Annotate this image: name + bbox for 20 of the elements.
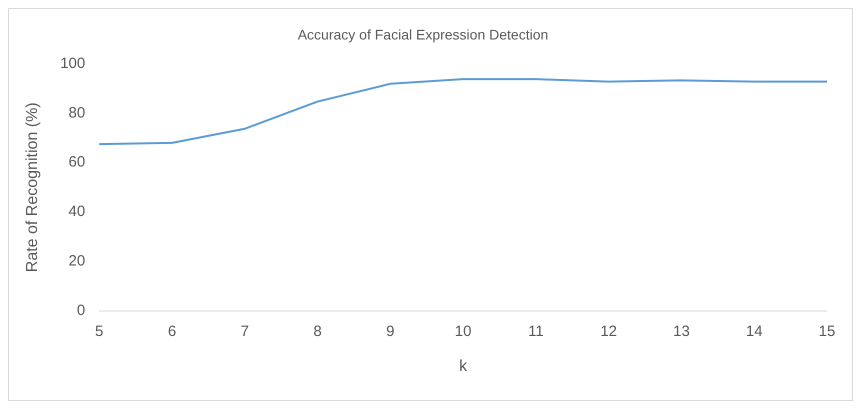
x-tick-label: 8 (313, 322, 322, 340)
x-tick-label: 6 (168, 322, 176, 340)
x-tick-label: 10 (454, 322, 472, 340)
y-tick-label: 80 (68, 104, 86, 122)
y-axis-title: Rate of Recognition (%) (24, 102, 42, 272)
x-tick-label: 13 (673, 322, 690, 340)
y-tick-label: 20 (68, 252, 86, 270)
x-axis-title: k (459, 358, 468, 375)
x-tick-label: 14 (746, 322, 763, 340)
x-tick-label: 5 (95, 322, 104, 340)
x-tick-label: 12 (600, 322, 618, 340)
y-tick-label: 40 (68, 203, 86, 220)
y-tick-label: 60 (68, 154, 86, 171)
y-tick-label: 100 (60, 54, 86, 72)
y-tick-label: 0 (76, 302, 86, 319)
chart-title: Accuracy of Facial Expression Detection (298, 26, 548, 42)
x-tick-label: 7 (240, 322, 249, 340)
x-tick-label: 11 (528, 322, 544, 340)
x-tick-label: 15 (818, 322, 836, 340)
x-tick-label: 9 (386, 322, 395, 340)
